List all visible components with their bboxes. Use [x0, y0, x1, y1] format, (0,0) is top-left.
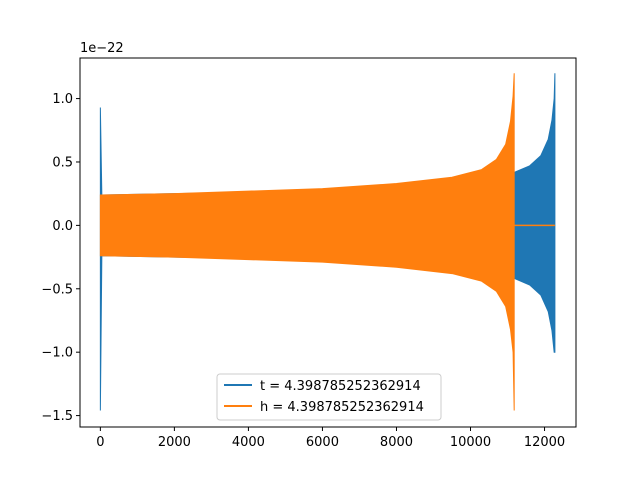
x-tick-label: 12000 — [524, 435, 565, 450]
legend-box — [216, 373, 442, 421]
y-offset-text: 1e−22 — [80, 41, 124, 56]
legend-label-h: h = 4.398785252362914 — [260, 400, 424, 415]
axes-frame — [79, 57, 577, 428]
x-tick-label: 10000 — [450, 435, 491, 450]
y-tick-label: −1.0 — [41, 346, 73, 361]
y-tick-label: −0.5 — [41, 282, 73, 297]
legend-label-t: t = 4.398785252362914 — [260, 379, 421, 394]
y-tick-label: 1.0 — [52, 92, 73, 107]
y-tick-label: 0.0 — [52, 219, 73, 234]
y-tick-label: −1.5 — [41, 409, 73, 424]
series-h-envelope — [99, 73, 515, 411]
x-tick-label: 0 — [96, 435, 104, 450]
x-tick-label: 6000 — [306, 435, 339, 450]
legend: t = 4.398785252362914 h = 4.398785252362… — [216, 373, 442, 421]
x-tick-label: 4000 — [232, 435, 265, 450]
y-tick-label: 0.5 — [52, 155, 73, 170]
x-tick-label: 2000 — [158, 435, 191, 450]
x-tick-label: 8000 — [380, 435, 413, 450]
series-layer — [99, 73, 556, 411]
ticks-layer: 0 2000 4000 6000 8000 10000 12000 −1.5 −1.0 −0.5 0… — [41, 92, 565, 450]
